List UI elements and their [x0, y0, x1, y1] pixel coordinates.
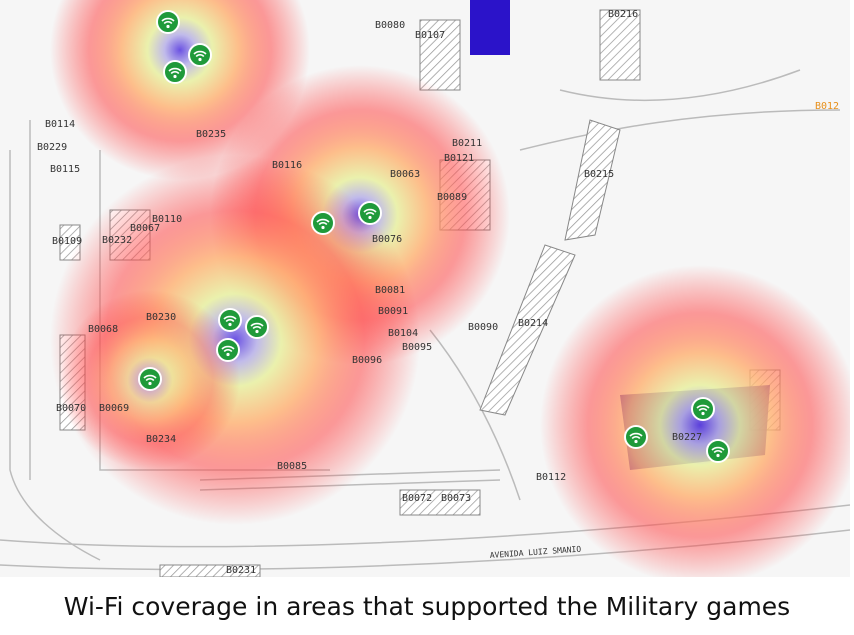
- building-label: B0073: [441, 493, 471, 504]
- building-label: B0116: [272, 160, 302, 171]
- wifi-wave: [363, 208, 377, 216]
- wifi-dot: [173, 74, 177, 79]
- building-label: B0070: [56, 403, 86, 414]
- building-label: B0229: [37, 142, 67, 153]
- wifi-dot: [368, 215, 372, 220]
- wifi-dot: [228, 322, 232, 327]
- building-label: B0227: [672, 432, 702, 443]
- wifi-icon: [218, 308, 242, 332]
- building-label: B0095: [402, 342, 432, 353]
- labels: B0080 B0107 B0216 B012 B0114 B0229 B0115 B0235 B…: [37, 9, 839, 576]
- wifi-icon: [706, 439, 730, 463]
- building-label: B0211: [452, 138, 482, 149]
- building-label: B0089: [437, 192, 467, 203]
- wifi-dot: [701, 411, 705, 416]
- building-label: B0235: [196, 129, 226, 140]
- building-label: B0069: [99, 403, 129, 414]
- building-label: B0072: [402, 493, 432, 504]
- building-label: B0096: [352, 355, 382, 366]
- wifi-dot: [148, 381, 152, 386]
- wifi-icon: [691, 397, 715, 421]
- building-label: B0085: [277, 461, 307, 472]
- wifi-wave: [143, 374, 157, 382]
- wifi-wave: [221, 345, 235, 353]
- building-label: B0076: [372, 234, 402, 245]
- building-label: B0216: [608, 9, 638, 20]
- wifi-icon: [138, 367, 162, 391]
- wifi-icon: [311, 211, 335, 235]
- wifi-wave: [711, 446, 725, 454]
- wifi-dot: [255, 329, 259, 334]
- building-label: B0091: [378, 306, 408, 317]
- wifi-icon: [156, 10, 180, 34]
- building-label: B0090: [468, 322, 498, 333]
- wifi-icon: [245, 315, 269, 339]
- wifi-wave: [250, 322, 264, 330]
- building-label: B0109: [52, 236, 82, 247]
- building-label: B0063: [390, 169, 420, 180]
- wifi-icon: [163, 60, 187, 84]
- building-label: B0121: [444, 153, 474, 164]
- wifi-dot: [226, 352, 230, 357]
- wifi-wave: [696, 404, 710, 412]
- wifi-dot: [321, 225, 325, 230]
- building-label: B0232: [102, 235, 132, 246]
- wifi-dot: [716, 453, 720, 458]
- map: B0080 B0107 B0216 B012 B0114 B0229 B0115 B0235 B…: [0, 0, 854, 585]
- building-label: B0110: [152, 214, 182, 225]
- wifi-wave: [193, 50, 207, 58]
- building-label: B0231: [226, 565, 256, 576]
- wifi-dot: [198, 57, 202, 62]
- wifi-wave: [168, 67, 182, 75]
- building-label: B0114: [45, 119, 75, 130]
- building-label: B0107: [415, 30, 445, 41]
- wifi-wave: [629, 432, 643, 440]
- building-label: B0230: [146, 312, 176, 323]
- building-label: B012: [815, 101, 839, 112]
- building-label: B0215: [584, 169, 614, 180]
- wifi-wave: [161, 17, 175, 25]
- caption: Wi-Fi coverage in areas that supported t…: [63, 592, 791, 621]
- wifi-dot: [634, 439, 638, 444]
- building-blue: [470, 0, 510, 55]
- building-label: B0214: [518, 318, 548, 329]
- wifi-icons: [138, 10, 730, 463]
- wifi-icon: [188, 43, 212, 67]
- building-label: B0104: [388, 328, 418, 339]
- building-label: B0115: [50, 164, 80, 175]
- wifi-wave: [316, 218, 330, 226]
- wifi-icon: [216, 338, 240, 362]
- building-label: B0081: [375, 285, 405, 296]
- wifi-dot: [166, 24, 170, 29]
- building-label: B0234: [146, 434, 176, 445]
- wifi-icon: [358, 201, 382, 225]
- building-label: B0080: [375, 20, 405, 31]
- building-label: B0068: [88, 324, 118, 335]
- wifi-wave: [223, 315, 237, 323]
- building-label: B0112: [536, 472, 566, 483]
- wifi-icon: [624, 425, 648, 449]
- building-label: B0067: [130, 223, 160, 234]
